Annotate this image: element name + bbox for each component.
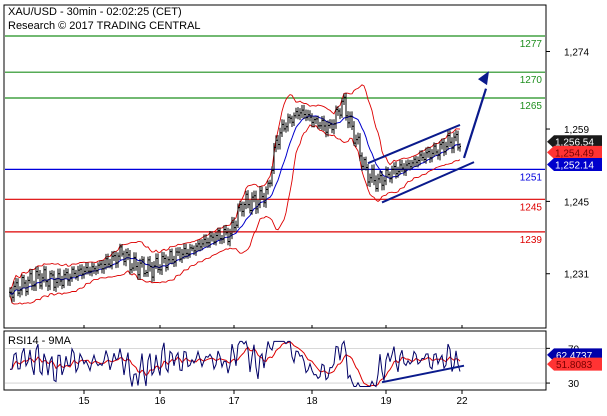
rsi-trend-line — [381, 364, 465, 384]
bollinger-lower-line — [9, 124, 461, 305]
rsi-line — [9, 340, 461, 388]
channel-lower-line — [381, 161, 475, 204]
price-badge-label-0: 1,256.54 — [555, 138, 594, 149]
rsi-title: RSI14 - 9MA — [8, 335, 72, 347]
price-badges: 1,256.541,254.491,252.14 — [547, 135, 602, 171]
price-badge-2 — [547, 157, 602, 171]
level-label-0: 1277 — [520, 39, 543, 50]
level-lines: 1277 1270 1265 1251 1245 1239 — [5, 35, 545, 246]
price-badge-0 — [547, 135, 602, 149]
x-tick-label-1: 16 — [154, 396, 166, 407]
price-panel-frame — [3, 4, 547, 329]
level-label-1: 1270 — [520, 75, 543, 86]
price-axis: 1,274 1,259 1,245 1,231 — [546, 48, 589, 281]
x-tick-label-0: 15 — [78, 396, 90, 407]
rsi-badge-label-0: 62.4737 — [556, 351, 593, 362]
x-tick-label-4: 19 — [380, 396, 392, 407]
chart-title: XAU/USD - 30min - 02:02:25 (CET) — [8, 6, 182, 18]
price-badge-label-2: 1,252.14 — [555, 160, 594, 171]
rsi-tick-label-1: 30 — [568, 379, 580, 390]
moving-average-line — [9, 115, 461, 296]
level-label-5: 1239 — [520, 235, 543, 246]
x-axis: 15 16 17 18 19 22 — [78, 325, 468, 407]
x-tick-label-3: 18 — [306, 396, 318, 407]
level-label-2: 1265 — [520, 101, 543, 112]
trend-annotations — [367, 71, 489, 204]
level-label-3: 1251 — [520, 172, 543, 183]
level-label-4: 1245 — [520, 202, 543, 213]
forecast-arrow-line — [462, 88, 488, 159]
y-tick-label-3: 1,231 — [564, 270, 589, 281]
price-badge-1 — [547, 145, 602, 159]
chart-subtitle: Research © 2017 TRADING CENTRAL — [8, 20, 201, 32]
rsi-badge-1 — [547, 357, 602, 371]
rsi-series — [9, 340, 465, 388]
forecast-arrow-head — [478, 71, 489, 86]
price-series — [9, 92, 461, 303]
y-tick-label-0: 1,274 — [564, 48, 589, 59]
rsi-levels — [5, 347, 545, 384]
x-tick-label-5: 22 — [456, 396, 468, 407]
channel-upper-line — [367, 123, 461, 165]
y-tick-label-2: 1,245 — [564, 197, 589, 208]
rsi-badge-label-1: 51.8083 — [556, 360, 593, 371]
y-tick-label-1: 1,259 — [564, 125, 589, 136]
rsi-panel-frame — [3, 330, 547, 391]
price-badge-label-1: 1,254.49 — [555, 148, 594, 159]
x-tick-label-2: 17 — [228, 396, 240, 407]
